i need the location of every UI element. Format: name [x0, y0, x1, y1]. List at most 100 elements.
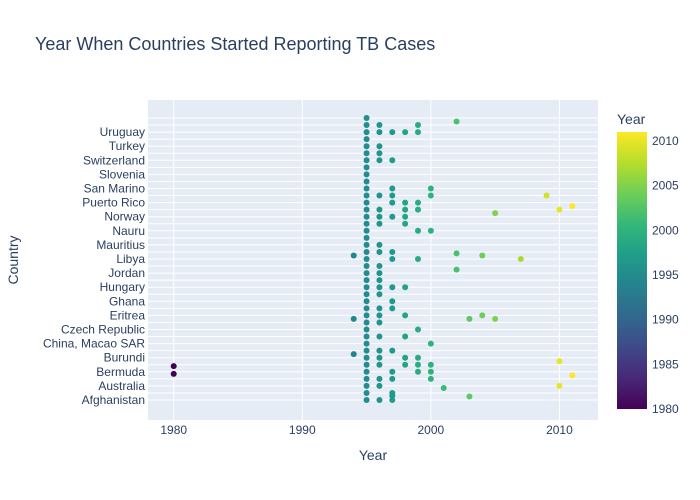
data-point [376, 284, 383, 291]
y-tick-label: China, Macao SAR [43, 337, 145, 351]
data-point [376, 397, 383, 403]
data-point [415, 206, 421, 213]
data-point [363, 227, 370, 234]
data-point [363, 361, 370, 368]
data-point [440, 385, 447, 392]
data-point [376, 122, 383, 129]
data-point [402, 361, 409, 368]
data-point [363, 248, 370, 255]
y-tick-label: Switzerland [83, 153, 145, 167]
data-point [376, 150, 383, 157]
data-point [376, 305, 383, 312]
data-point [427, 368, 434, 375]
data-point [363, 263, 370, 270]
data-point [363, 178, 370, 185]
data-point [376, 206, 383, 213]
y-axis-title: Country [5, 235, 21, 284]
data-point [402, 213, 409, 220]
y-tick-label: Jordan [108, 266, 145, 280]
chart-title: Year When Countries Started Reporting TB… [35, 34, 435, 54]
data-point [402, 312, 409, 319]
data-point [402, 206, 409, 213]
data-point [376, 143, 383, 150]
data-point [569, 203, 576, 210]
data-point [556, 206, 563, 213]
data-point [556, 382, 563, 389]
data-point [376, 157, 383, 164]
data-point [363, 241, 370, 248]
data-point [363, 220, 370, 227]
colorbar-tick-label: 1995 [652, 268, 679, 282]
data-point [415, 256, 421, 262]
data-point [170, 370, 177, 377]
data-point [389, 256, 396, 262]
data-point [376, 277, 383, 284]
data-point [427, 192, 434, 199]
data-point [389, 375, 396, 382]
data-point [363, 136, 370, 143]
data-point [363, 171, 370, 178]
y-tick-label: Mauritius [96, 238, 145, 252]
data-point [376, 354, 383, 361]
data-point [453, 266, 460, 273]
y-tick-labels: AfghanistanAustraliaBermudaBurundiChina,… [43, 125, 145, 407]
data-point [415, 122, 421, 129]
data-point [376, 291, 383, 298]
data-point [492, 315, 499, 322]
data-point [363, 389, 370, 396]
data-point [389, 284, 396, 291]
y-tick-label: Uruguay [100, 125, 145, 139]
data-point [363, 129, 370, 136]
data-point [363, 375, 370, 382]
data-point [556, 358, 563, 365]
data-point [389, 389, 396, 396]
y-tick-label: Libya [116, 252, 145, 266]
data-point [389, 213, 396, 220]
data-point [363, 347, 370, 354]
data-point [453, 118, 460, 125]
data-point [376, 361, 383, 368]
data-point [415, 129, 421, 136]
data-point [376, 263, 383, 270]
data-point [376, 220, 383, 227]
data-point [427, 375, 434, 382]
data-point [363, 270, 370, 277]
colorbar-tick-label: 2005 [652, 179, 679, 193]
data-point [363, 256, 370, 262]
y-tick-label: Australia [98, 379, 145, 393]
data-point [415, 199, 421, 206]
gridlines [148, 100, 598, 420]
data-point [389, 185, 396, 192]
data-point [363, 333, 370, 340]
data-point [479, 252, 486, 259]
y-tick-label: Turkey [109, 139, 145, 153]
data-point [363, 326, 370, 333]
y-tick-label: Puerto Rico [82, 196, 145, 210]
x-tick-labels: 1980 1990 2000 2010 [160, 423, 573, 437]
data-point [376, 213, 383, 220]
data-point [389, 157, 396, 164]
colorbar-tick-label: 2000 [652, 223, 679, 237]
colorbar-title: Year [617, 111, 646, 127]
data-point [389, 305, 396, 312]
data-point [376, 270, 383, 277]
data-point [466, 315, 473, 322]
data-point [363, 199, 370, 206]
data-point [389, 129, 396, 136]
y-tick-label: Slovenia [99, 167, 145, 181]
data-point [350, 351, 357, 358]
data-point [376, 333, 383, 340]
data-point [466, 393, 473, 400]
x-tick-label: 2000 [418, 423, 445, 437]
data-point [517, 256, 524, 262]
data-point [479, 312, 486, 319]
y-tick-label: Czech Republic [61, 323, 145, 337]
data-point [402, 199, 409, 206]
colorbar-tick-label: 1990 [652, 313, 679, 327]
colorbar-tick-label: 1985 [652, 357, 679, 371]
data-point [402, 333, 409, 340]
colorbar-tick-label: 1980 [652, 402, 679, 416]
y-tick-label: Hungary [100, 280, 145, 294]
data-point [170, 363, 177, 370]
data-point [363, 122, 370, 129]
